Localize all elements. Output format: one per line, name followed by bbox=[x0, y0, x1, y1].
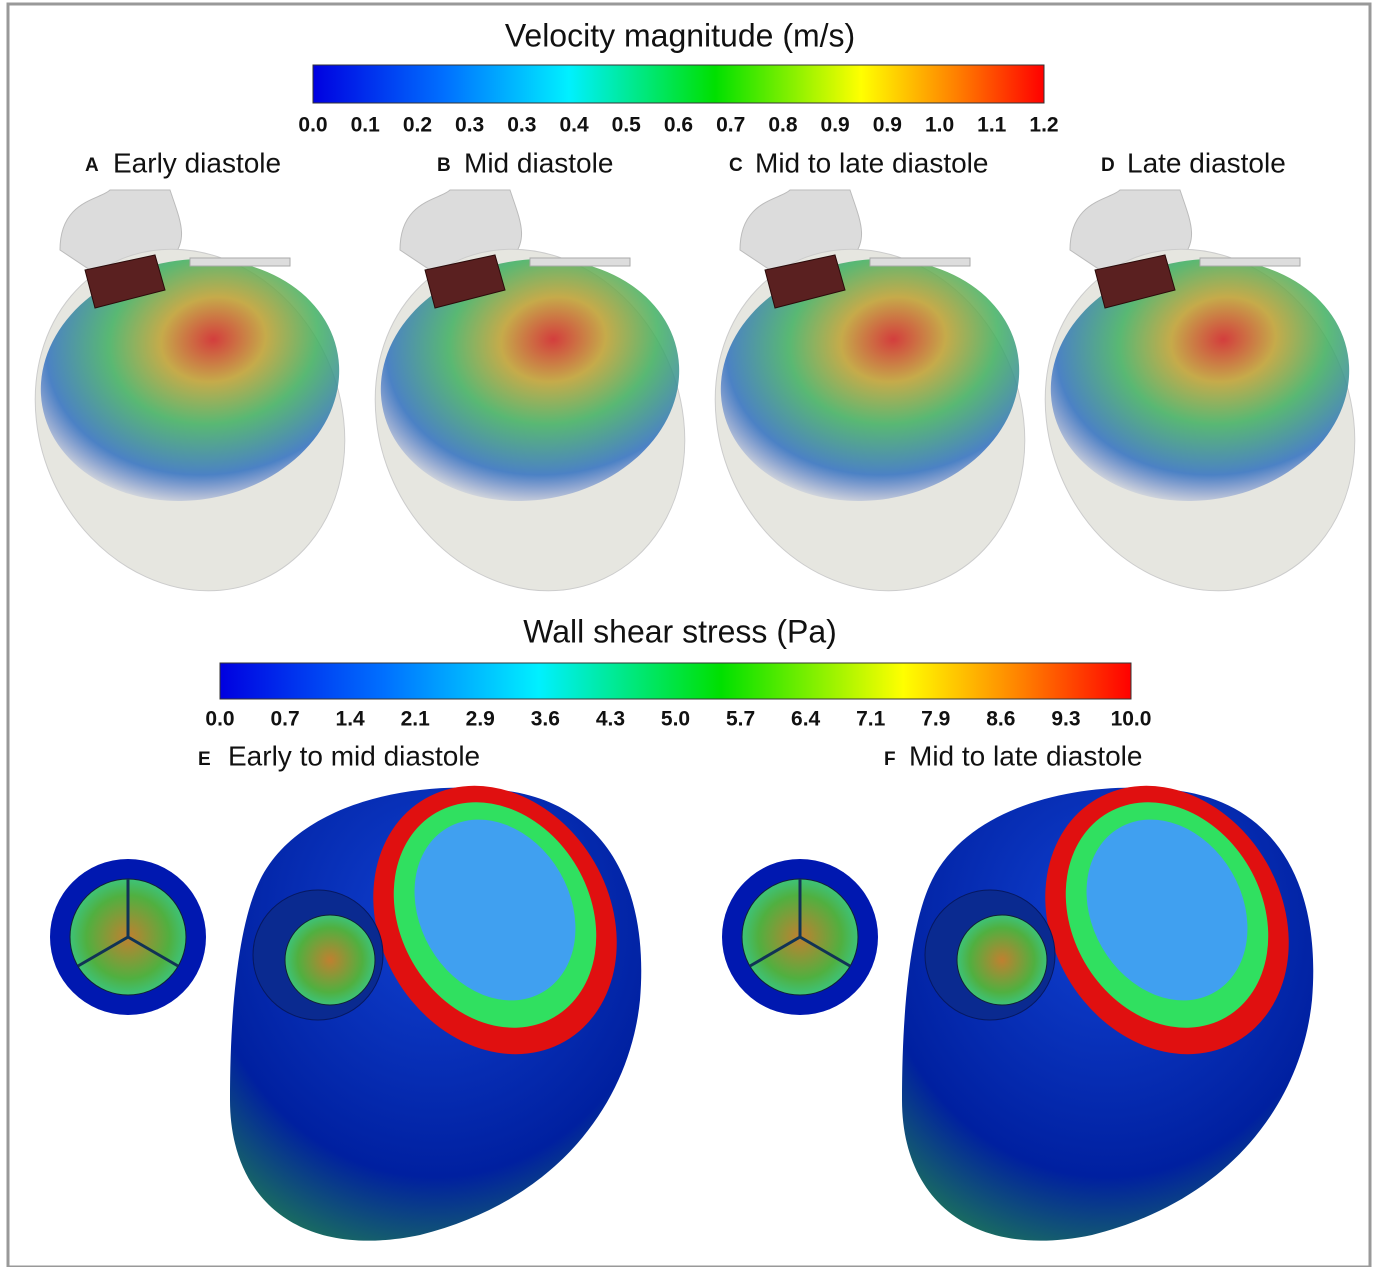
tick-label: 1.0 bbox=[925, 114, 954, 137]
tick-label: 10.0 bbox=[1111, 708, 1152, 731]
tick-label: 0.6 bbox=[664, 114, 693, 137]
tick-label: 9.3 bbox=[1051, 708, 1080, 731]
panel-letter: C bbox=[729, 155, 743, 176]
heart bbox=[722, 741, 1337, 1240]
tick-label: 0.0 bbox=[205, 708, 234, 731]
tick-label: 4.3 bbox=[596, 708, 625, 731]
tick-label: 8.6 bbox=[986, 708, 1015, 731]
panel-letter: E bbox=[198, 749, 211, 770]
heart bbox=[0, 190, 400, 642]
tick-label: 5.0 bbox=[661, 708, 690, 731]
tick-label: 1.1 bbox=[977, 114, 1007, 137]
tick-label: 1.4 bbox=[336, 708, 366, 731]
tick-label: 0.8 bbox=[768, 114, 798, 137]
heart bbox=[660, 190, 1080, 642]
tick-label: 0.9 bbox=[873, 114, 902, 137]
tick-label: 0.5 bbox=[612, 114, 642, 137]
outlet bbox=[870, 258, 970, 266]
panel-title: Early to mid diastole bbox=[228, 740, 480, 771]
tick-label: 0.4 bbox=[559, 114, 589, 137]
tick-label: 5.7 bbox=[726, 708, 755, 731]
outlet bbox=[190, 258, 290, 266]
tick-label: 0.7 bbox=[270, 708, 299, 731]
colorbar bbox=[313, 65, 1044, 103]
tick-label: 1.2 bbox=[1029, 114, 1058, 137]
tick-label: 0.7 bbox=[716, 114, 745, 137]
colorbar bbox=[220, 663, 1131, 699]
panel-title: Late diastole bbox=[1127, 147, 1286, 178]
panel-title: Mid to late diastole bbox=[755, 147, 988, 178]
tick-label: 0.2 bbox=[403, 114, 432, 137]
outlet bbox=[530, 258, 630, 266]
tick-label: 0.3 bbox=[455, 114, 484, 137]
tick-label: 6.4 bbox=[791, 708, 821, 731]
heart bbox=[320, 190, 740, 642]
tick-label: 3.6 bbox=[531, 708, 560, 731]
panel-title: Early diastole bbox=[113, 147, 281, 178]
panel-letter: A bbox=[85, 155, 99, 176]
heart bbox=[50, 741, 665, 1240]
valve-leaflets bbox=[957, 915, 1047, 1005]
tick-label: 7.1 bbox=[856, 708, 886, 731]
colorbar-title: Velocity magnitude (m/s) bbox=[505, 17, 855, 53]
tick-label: 7.9 bbox=[921, 708, 950, 731]
tick-label: 2.1 bbox=[401, 708, 431, 731]
heart bbox=[990, 190, 1376, 642]
colorbar-title: Wall shear stress (Pa) bbox=[523, 613, 837, 649]
tick-label: 2.9 bbox=[466, 708, 495, 731]
outlet bbox=[1200, 258, 1300, 266]
panel-title: Mid to late diastole bbox=[909, 740, 1142, 771]
tick-label: 0.3 bbox=[507, 114, 536, 137]
panel-letter: D bbox=[1101, 155, 1115, 176]
panel-letter: B bbox=[437, 155, 451, 176]
tick-label: 0.1 bbox=[351, 114, 381, 137]
tick-label: 0.9 bbox=[821, 114, 850, 137]
figure: Velocity magnitude (m/s) Wall shear stre… bbox=[0, 0, 1376, 1267]
panel-letter: F bbox=[884, 749, 896, 770]
valve-leaflets bbox=[285, 915, 375, 1005]
tick-label: 0.0 bbox=[298, 114, 327, 137]
panel-title: Mid diastole bbox=[464, 147, 613, 178]
